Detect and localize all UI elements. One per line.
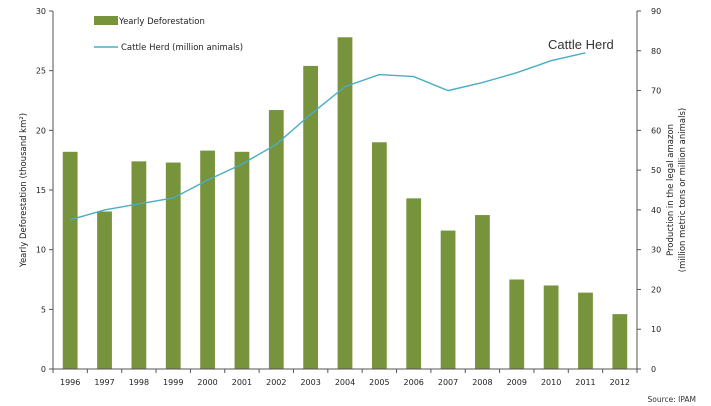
legend-swatch-deforestation	[94, 16, 118, 25]
deforestation-bar	[543, 285, 559, 369]
y-axis-title: Yearly Deforestation (thousand km²)	[19, 113, 29, 268]
legend-label-deforestation: Yearly Deforestation	[118, 17, 205, 27]
right-tick-label: 10	[651, 325, 661, 334]
left-tick-label: 25	[36, 67, 46, 76]
x-tick-label: 2009	[507, 378, 527, 387]
x-tick-label: 2008	[472, 378, 492, 387]
right-tick-label: 20	[651, 285, 661, 294]
x-tick-label: 2002	[266, 378, 286, 387]
x-axis: 1996 1997 1998 1999 2000 2001 2002 2003 2004 2005…	[52, 368, 638, 387]
left-tick-label: 15	[36, 186, 46, 195]
x-tick-label: 2001	[232, 378, 252, 387]
x-tick-label: 1996	[60, 378, 80, 387]
cattle-herd-annotation: Cattle Herd	[548, 37, 614, 52]
source-note: Source: IPAM	[647, 395, 696, 404]
y2-axis-title-line2: (million metric tons or million animals)	[678, 108, 688, 272]
legend-label-cattle: Cattle Herd (million animals)	[121, 43, 243, 53]
x-tick-label: 1998	[129, 378, 149, 387]
deforestation-bar	[165, 162, 181, 369]
right-tick-label: 70	[651, 87, 661, 96]
legend: Yearly Deforestation Cattle Herd (millio…	[94, 16, 243, 53]
x-tick-label: 1999	[163, 378, 183, 387]
x-tick-label: 2004	[335, 378, 355, 387]
deforestation-bar	[303, 65, 319, 369]
plot-area	[62, 37, 628, 370]
right-tick-label: 60	[651, 126, 661, 135]
right-tick-label: 80	[651, 47, 661, 56]
left-axis: 0 5 10 15 20 25 30	[36, 7, 54, 374]
right-tick-label: 50	[651, 166, 661, 175]
deforestation-bar	[337, 37, 353, 370]
right-tick-label: 0	[651, 365, 656, 374]
right-axis: 0 10 20 30 40 50 60 70 80 90	[636, 7, 661, 374]
x-tick-label: 2003	[300, 378, 320, 387]
deforestation-bar	[371, 142, 387, 369]
left-tick-label: 0	[41, 365, 46, 374]
left-tick-label: 30	[36, 7, 46, 16]
deforestation-bar	[234, 151, 250, 369]
x-tick-label: 2006	[404, 378, 424, 387]
left-tick-label: 20	[36, 126, 46, 135]
x-tick-label: 2007	[438, 378, 458, 387]
x-tick-label: 2011	[575, 378, 595, 387]
left-tick-label: 10	[36, 246, 46, 255]
cattle-herd-line	[70, 52, 586, 221]
deforestation-bar	[62, 151, 78, 369]
deforestation-bar	[200, 150, 215, 369]
deforestation-bar	[406, 198, 422, 369]
deforestation-bar	[475, 215, 490, 369]
x-tick-label: 2012	[610, 378, 630, 387]
deforestation-bar	[440, 230, 456, 369]
x-tick-label: 2005	[369, 378, 389, 387]
deforestation-bar	[612, 314, 628, 369]
x-tick-label: 1997	[94, 378, 114, 387]
right-tick-label: 90	[651, 7, 661, 16]
left-tick-label: 5	[41, 305, 46, 314]
deforestation-bar	[509, 279, 525, 369]
right-tick-label: 30	[651, 246, 661, 255]
deforestation-bar	[131, 161, 147, 369]
right-tick-label: 40	[651, 206, 661, 215]
y2-axis-title-line1: Production in the legal amazon	[666, 124, 676, 256]
deforestation-bar	[578, 292, 593, 369]
deforestation-bar	[268, 110, 284, 370]
x-tick-label: 2000	[197, 378, 217, 387]
deforestation-bar	[97, 211, 112, 369]
x-tick-label: 2010	[541, 378, 561, 387]
